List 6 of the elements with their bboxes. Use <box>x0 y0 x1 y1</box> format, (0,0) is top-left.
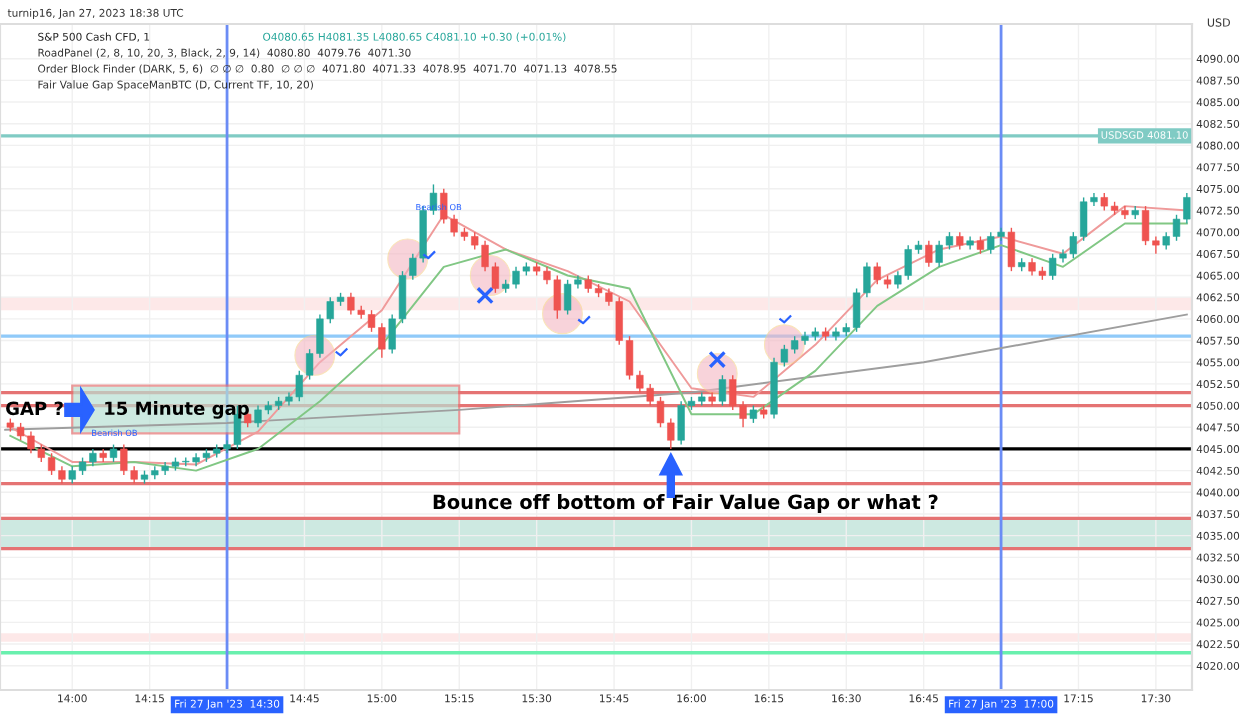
candlestick <box>1007 227 1016 272</box>
candlestick <box>718 374 727 407</box>
line-series <box>4 313 1188 431</box>
annotation: GAP ? <box>6 401 63 416</box>
annotation: Bounce off bottom of Fair Value Gap or what ? <box>433 494 938 513</box>
candlestick <box>925 240 933 268</box>
